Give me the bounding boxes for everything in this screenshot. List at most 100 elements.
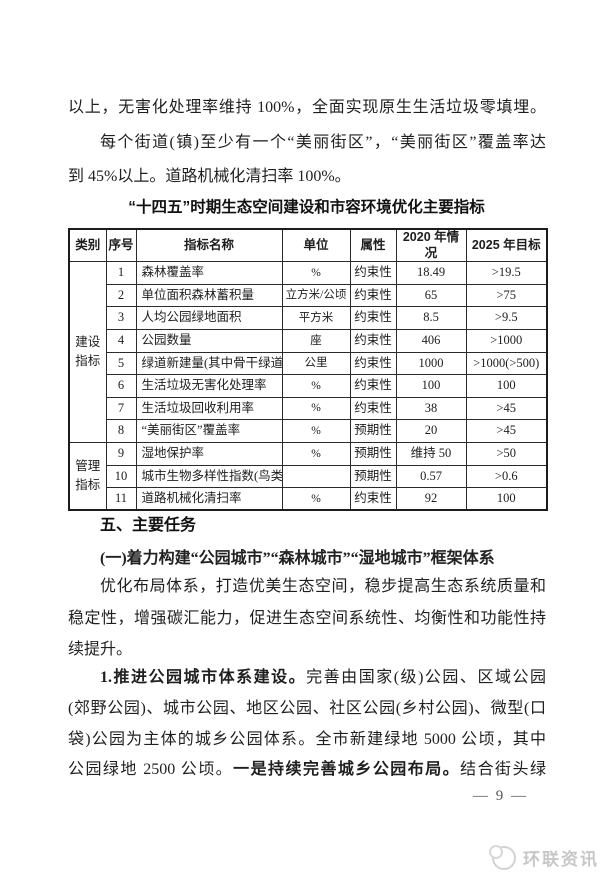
table-cell: 公园数量 [135, 329, 283, 353]
table-cell: % [281, 419, 351, 443]
table-cell: 1000 [395, 351, 467, 376]
paragraph-text: 完善由国家(级)公园、区域公园 [306, 669, 546, 686]
body-line: 以上，无害化处理率维持 100%，全面实现原生生活垃圾零填埋。 [68, 99, 546, 116]
table-cell: >45 [465, 419, 548, 443]
table-cell: 38 [395, 396, 467, 421]
table-cell: >50 [465, 442, 548, 466]
table-cell: 平方米 [281, 306, 351, 331]
table-cell: 绿道新建量(其中骨干绿道) [135, 351, 283, 376]
table-cell: 约束性 [349, 374, 397, 398]
table-cell: 预期性 [349, 419, 397, 443]
table-row: 6 生活垃圾无害化处理率% 约束性 100 100 [69, 374, 548, 398]
table-cell: 道路机械化清扫率 [135, 487, 283, 511]
table-row: 8 “美丽街区”覆盖率% 预期性 20 >45 [69, 419, 548, 443]
table-cell: 生活垃圾回收利用率 [135, 396, 283, 421]
table-cell: 约束性 [349, 329, 397, 353]
category-cell: 管理指标 [68, 442, 107, 511]
table-row: 5 绿道新建量(其中骨干绿道) 公里 约束性 1000 >1000(>500) [69, 351, 548, 376]
table-cell: 湿地保护率 [135, 442, 283, 466]
table-cell: % [281, 396, 351, 421]
table-header-cell: 属性 [349, 228, 397, 263]
watermark-text: 环联资讯 [523, 850, 599, 869]
table-cell: >0.6 [465, 464, 548, 489]
table-cell: >1000(>500) [465, 351, 548, 376]
table-cell: 人均公园绿地面积 [135, 306, 283, 331]
body-line: 优化布局体系，打造优美生态空间，稳步提高生态系统质量和 [100, 578, 546, 595]
table-cell: % [281, 374, 351, 398]
table-header-row: 类别 序号 指标名称 单位 属性 2020 年情况 2025 年目标 [68, 228, 548, 263]
table-cell: 3 [105, 306, 137, 331]
table-cell: 10 [105, 464, 137, 489]
table-row: 7 生活垃圾回收利用率% 约束性 38 >45 [69, 396, 548, 421]
body-line: 续提升。 [68, 641, 133, 658]
table-cell: 5 [105, 351, 137, 376]
category-cell: 建设指标 [68, 261, 107, 443]
body-line: 袋)公园为主体的城乡公园体系。全市新建绿地 5000 公顷，其中 [68, 731, 546, 748]
body-line: (郊野公园)、城市公园、地区公园、社区公园(乡村公园)、微型(口 [68, 700, 546, 717]
table-cell: 生活垃圾无害化处理率 [135, 374, 283, 398]
table-cell: 100 [465, 374, 548, 398]
table-cell: % [281, 442, 351, 466]
table-cell: 9 [105, 442, 137, 466]
table-cell: 预期性 [349, 442, 397, 466]
table-row: 3 人均公园绿地面积 平方米 约束性 8.5 >9.5 [69, 306, 548, 331]
table-header-cell: 类别 [68, 228, 107, 263]
table-cell: 8.5 [395, 306, 467, 331]
table-cell: 座 [281, 329, 351, 353]
table-cell: 100 [465, 487, 548, 511]
table-cell: 约束性 [349, 283, 397, 308]
table-cell: 100 [395, 374, 467, 398]
table-cell: 单位面积森林蓄积量 [135, 283, 283, 308]
table-cell: 约束性 [349, 396, 397, 421]
table-cell [281, 464, 351, 489]
table-row: 建设指标 1 森林覆盖率% 约束性 18.49 >19.5 [68, 261, 548, 443]
paragraph-text: 结合街头绿 [460, 761, 546, 778]
table-cell: >45 [465, 396, 548, 421]
table-header-cell: 序号 [105, 228, 137, 263]
table-cell: 20 [395, 419, 467, 443]
table-cell: % [281, 487, 351, 511]
table-row: 4 公园数量座约束性 406 >1000 [69, 329, 548, 353]
table-cell: 4 [105, 329, 137, 353]
table-cell: 7 [105, 396, 137, 421]
table-cell: 11 [105, 487, 137, 511]
table-cell: 约束性 [349, 351, 397, 376]
table-cell: 城市生物多样性指数(鸟类) [135, 464, 283, 489]
table-cell: 森林覆盖率 [135, 261, 283, 285]
body-line: 每个街道(镇)至少有一个“美丽街区”，“美丽街区”覆盖率达 [100, 134, 546, 151]
logo-circle-icon [489, 844, 516, 870]
paragraph-text: 公园绿地 2500 公顷。 [68, 761, 234, 778]
table-cell: 维持 50 [395, 442, 467, 466]
table-row: 10 城市生物多样性指数(鸟类) 预期性 0.57 >0.6 [69, 464, 548, 489]
table-cell: 92 [395, 487, 467, 511]
body-line: 稳定性，增强碳汇能力，促进生态空间系统性、均衡性和功能性持 [68, 610, 546, 627]
table-cell: 公里 [281, 351, 351, 376]
subsection-heading: (一)着力构建“公园城市”“森林城市”“湿地城市”框架体系 [100, 550, 495, 567]
body-line: 到 45%以上。道路机械化清扫率 100%。 [68, 168, 351, 185]
table-cell: 6 [105, 374, 137, 398]
table-cell: 18.49 [395, 261, 467, 285]
table-row: 管理指标 9 湿地保护率% 预期性 维持 50 >50 [68, 442, 548, 511]
table-cell: >9.5 [465, 306, 548, 331]
table-cell: 8 [105, 419, 137, 443]
table-row: 2 单位面积森林蓄积量 立方米/公顷 约束性 65 >75 [69, 283, 548, 308]
table-header-cell: 2025 年目标 [465, 228, 548, 263]
table-cell: 65 [395, 283, 467, 308]
table-cell: 立方米/公顷 [281, 283, 351, 308]
body-line: 1.推进公园城市体系建设。完善由国家(级)公园、区域公园 [68, 668, 546, 688]
table-row: 11 道路机械化清扫率% 约束性 92 100 [69, 487, 548, 511]
table-cell: 2 [105, 283, 137, 308]
table-header-cell: 指标名称 [135, 228, 283, 263]
table-cell: >19.5 [465, 261, 548, 285]
paragraph-emphasis: 一是持续完善城乡公园布局。 [233, 761, 461, 778]
page-number: — 9 — [473, 788, 528, 804]
table-cell: % [281, 261, 351, 285]
table-title: “十四五”时期生态空间建设和市容环境优化主要指标 [128, 199, 485, 216]
table-cell: 约束性 [349, 306, 397, 331]
table-cell: 约束性 [349, 261, 397, 285]
watermark-logo: 环联资讯 [489, 844, 599, 870]
table-cell: 预期性 [349, 464, 397, 489]
section-heading: 五、主要任务 [100, 517, 197, 534]
table-cell: >75 [465, 283, 548, 308]
